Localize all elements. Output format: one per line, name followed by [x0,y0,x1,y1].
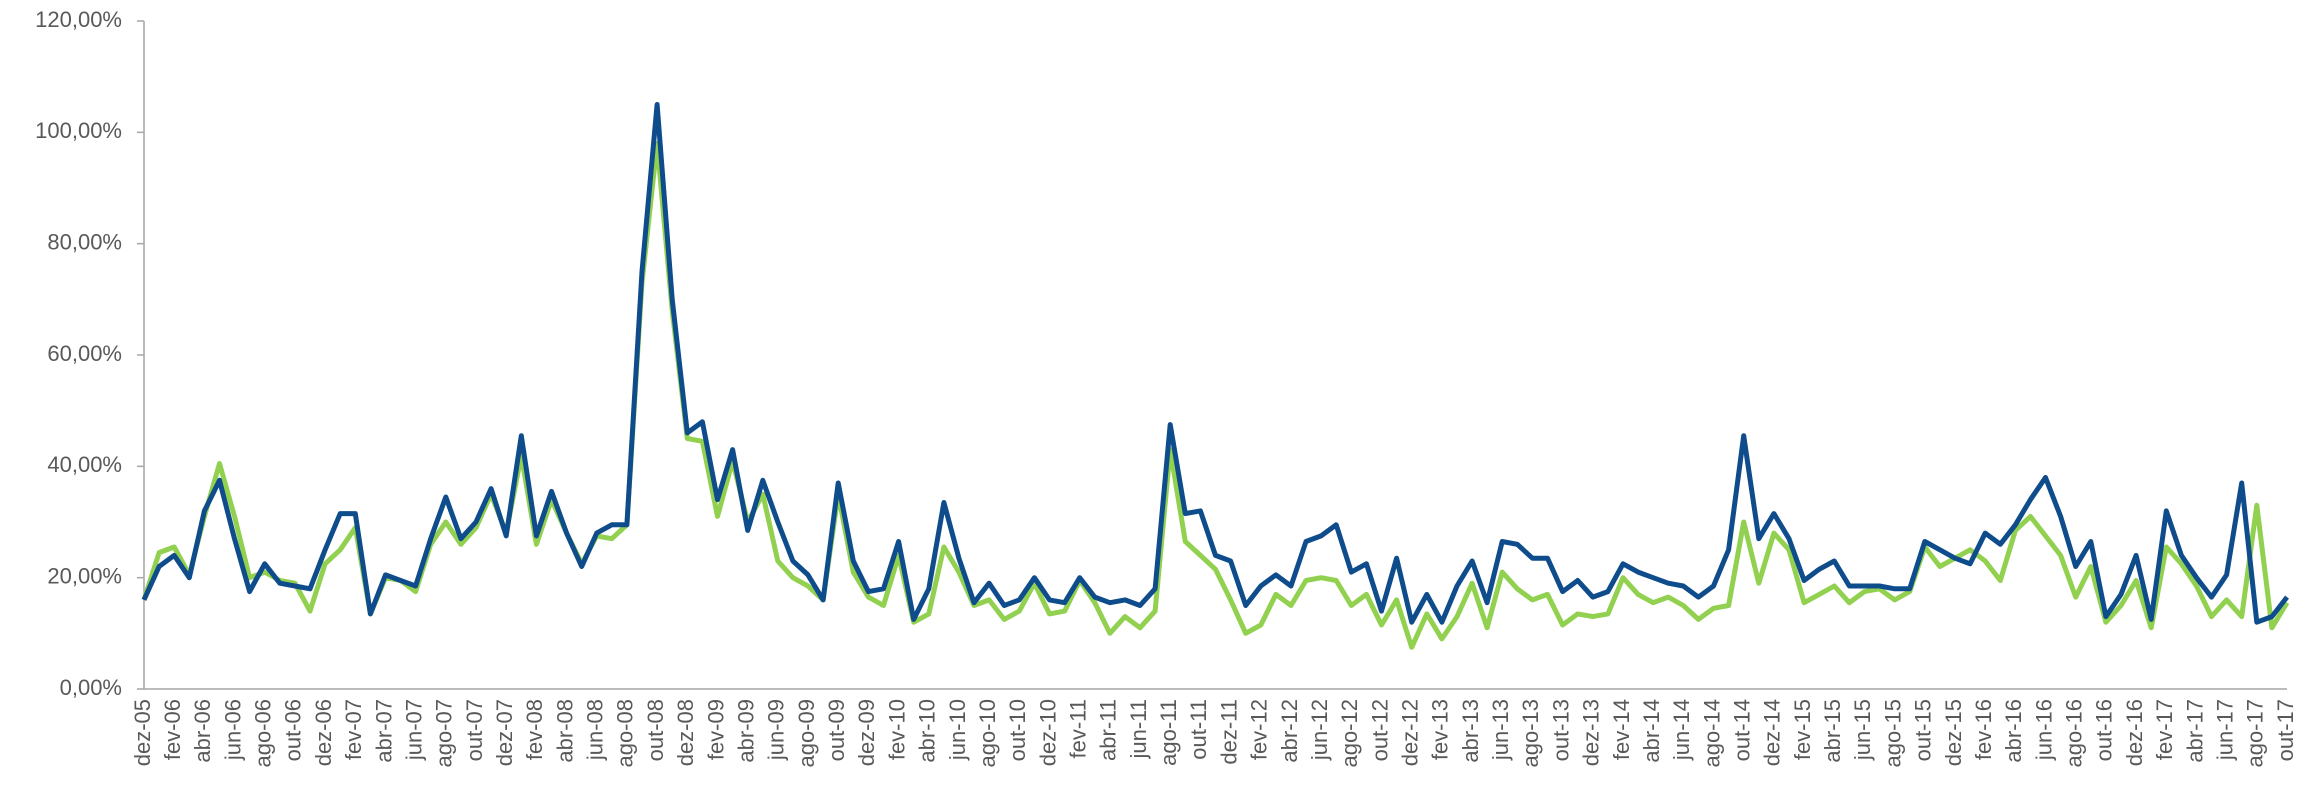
x-tick-label: out-06 [281,699,306,761]
x-tick-label: dez-07 [492,699,517,766]
x-tick-label: out-16 [2092,699,2117,761]
x-tick-label: fev-12 [1247,699,1272,760]
x-tick-label: jun-14 [1669,699,1694,761]
x-tick-label: abr-09 [733,699,758,763]
x-tick-label: jun-12 [1307,699,1332,761]
x-tick-label: out-12 [1367,699,1392,761]
x-tick-label: jun-09 [764,699,789,761]
series-line [141,102,2289,625]
y-tick-label: 0,00% [60,675,122,700]
x-tick-label: jun-06 [220,699,245,761]
x-tick-label: dez-13 [1579,699,1604,766]
x-tick-label: jun-17 [2212,699,2237,761]
x-tick-label: fev-10 [884,699,909,760]
x-tick-label: fev-07 [341,699,366,760]
x-tick-label: ago-16 [2062,699,2087,768]
x-tick-label: fev-15 [1790,699,1815,760]
x-tick-label: out-08 [643,699,668,761]
x-tick-label: jun-11 [1126,699,1151,760]
x-tick-label: dez-15 [1941,699,1966,766]
x-tick-label: fev-14 [1609,699,1634,760]
y-tick-label: 120,00% [35,7,122,32]
x-tick-label: fev-17 [2152,699,2177,760]
x-tick-label: fev-16 [1971,699,1996,760]
y-tick-label: 80,00% [47,229,122,254]
x-tick-label: dez-09 [854,699,879,766]
x-tick-label: dez-05 [130,699,155,766]
x-tick-label: ago-12 [1337,699,1362,768]
x-tick-label: out-15 [1911,699,1936,761]
x-tick-label: abr-17 [2182,699,2207,763]
y-tick-label: 100,00% [35,118,122,143]
x-tick-label: fev-11 [1065,699,1090,759]
x-tick-label: ago-17 [2243,699,2268,768]
x-tick-label: out-10 [1005,699,1030,761]
x-tick-label: abr-07 [371,699,396,763]
x-tick-label: dez-16 [2122,699,2147,766]
x-tick-label: out-17 [2273,699,2298,761]
x-tick-label: abr-06 [190,699,215,763]
x-tick-label: dez-14 [1760,699,1785,766]
x-tick-label: out-14 [1730,699,1755,761]
x-tick-label: abr-08 [552,699,577,763]
x-tick-label: jun-08 [583,699,608,761]
x-tick-label: jun-15 [1850,699,1875,761]
x-tick-label: abr-12 [1277,699,1302,763]
x-tick-label: ago-14 [1699,699,1724,768]
x-tick-label: jun-13 [1488,699,1513,761]
x-tick-label: abr-15 [1820,699,1845,763]
x-tick-label: ago-10 [975,699,1000,768]
x-tick-label: ago-15 [1880,699,1905,768]
x-tick-label: fev-09 [703,699,728,760]
x-tick-label: abr-14 [1639,699,1664,763]
x-tick-label: abr-11 [1096,699,1121,761]
x-tick-label: ago-13 [1518,699,1543,768]
y-tick-label: 60,00% [47,341,122,366]
x-tick-label: ago-11 [1156,699,1181,766]
x-tick-label: dez-06 [311,699,336,766]
y-tick-label: 40,00% [47,452,122,477]
x-tick-label: abr-13 [1458,699,1483,763]
x-tick-label: fev-13 [1428,699,1453,760]
x-tick-label: ago-07 [432,699,457,768]
x-tick-label: out-11 [1186,699,1211,760]
x-tick-label: dez-10 [1035,699,1060,766]
x-tick-label: abr-10 [915,699,940,763]
x-tick-label: out-07 [462,699,487,761]
x-tick-label: ago-06 [251,699,276,768]
x-tick-label: abr-16 [2001,699,2026,763]
x-tick-label: dez-12 [1398,699,1423,766]
x-tick-label: dez-08 [673,699,698,766]
series-line [141,141,2290,650]
x-tick-label: ago-08 [613,699,638,768]
x-tick-label: jun-10 [945,699,970,761]
x-tick-label: out-09 [824,699,849,761]
x-tick-label: fev-08 [522,699,547,760]
x-tick-label: dez-11 [1216,699,1241,765]
x-tick-label: jun-16 [2031,699,2056,761]
x-tick-label: out-13 [1548,699,1573,761]
x-tick-label: jun-07 [401,699,426,761]
x-tick-label: fev-06 [160,699,185,760]
x-tick-label: ago-09 [794,699,819,768]
y-tick-label: 20,00% [47,563,122,588]
